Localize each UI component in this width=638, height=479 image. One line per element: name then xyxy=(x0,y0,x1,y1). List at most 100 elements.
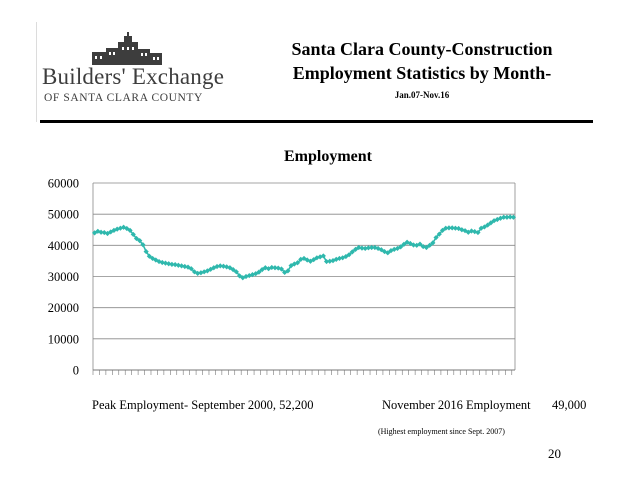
data-point xyxy=(449,225,455,231)
data-point xyxy=(175,262,181,268)
data-point xyxy=(481,224,487,230)
data-point xyxy=(494,216,500,223)
logo-text: Builders' Exchange xyxy=(42,64,225,89)
data-point xyxy=(414,242,420,248)
data-point xyxy=(439,227,446,233)
data-point xyxy=(92,230,98,236)
data-point xyxy=(146,253,152,259)
y-tick-label: 10000 xyxy=(48,332,79,346)
data-point xyxy=(323,258,330,265)
data-point xyxy=(101,229,107,236)
slide-title-line2: Employment Statistics by Month- xyxy=(292,63,552,83)
data-point xyxy=(456,225,462,232)
data-point xyxy=(204,268,210,274)
data-point xyxy=(195,270,201,276)
data-point xyxy=(217,263,223,269)
data-point xyxy=(488,220,494,226)
data-point xyxy=(417,241,423,247)
data-point xyxy=(201,269,207,275)
current-employment-label: November 2016 Employment xyxy=(382,398,531,412)
data-point xyxy=(407,240,413,247)
data-point xyxy=(130,231,136,238)
data-point xyxy=(133,235,140,242)
data-point xyxy=(230,267,236,273)
header-divider xyxy=(40,120,593,123)
data-point xyxy=(459,227,465,233)
data-point xyxy=(497,215,504,221)
logo-divider xyxy=(36,22,37,122)
data-point xyxy=(420,243,426,250)
data-point xyxy=(185,264,191,270)
data-point xyxy=(369,244,375,251)
data-point xyxy=(169,261,175,267)
data-point xyxy=(349,249,355,255)
current-employment-value: 49,000 xyxy=(552,398,587,412)
data-point xyxy=(269,264,275,271)
logo-subtext: OF SANTA CLARA COUNTY xyxy=(44,92,203,104)
data-point xyxy=(452,225,459,231)
builders-exchange-logo xyxy=(92,32,162,65)
data-point xyxy=(468,228,475,234)
data-point xyxy=(446,225,452,231)
highest-since-note: (Highest employment since Sept. 2007) xyxy=(378,427,505,436)
data-point xyxy=(278,266,285,272)
data-point xyxy=(504,214,510,220)
data-point xyxy=(433,234,439,241)
data-point xyxy=(294,260,301,266)
data-point xyxy=(240,275,246,281)
data-point xyxy=(220,263,227,269)
y-tick-label: 50000 xyxy=(48,208,79,222)
data-point xyxy=(427,242,433,248)
data-point xyxy=(410,242,417,248)
data-point xyxy=(472,229,478,235)
data-point xyxy=(188,266,194,272)
data-point xyxy=(423,244,430,251)
data-point xyxy=(272,265,278,271)
y-tick-label: 60000 xyxy=(48,177,79,191)
data-point xyxy=(436,231,442,237)
series-line xyxy=(94,216,514,279)
data-point xyxy=(233,269,239,275)
data-point xyxy=(478,225,484,231)
y-tick-label: 40000 xyxy=(48,239,79,253)
data-point xyxy=(485,222,491,228)
data-point xyxy=(462,228,468,234)
data-point xyxy=(365,245,372,251)
data-point xyxy=(475,229,481,236)
data-point xyxy=(198,270,204,276)
data-point xyxy=(359,245,365,251)
data-point xyxy=(443,225,449,231)
data-point xyxy=(98,229,104,235)
data-point xyxy=(95,228,101,234)
data-point xyxy=(211,265,217,271)
data-point xyxy=(159,259,165,266)
data-point xyxy=(398,244,404,250)
data-point xyxy=(156,258,162,265)
data-point xyxy=(137,238,143,244)
date-range: Jan.07-Nov.16 xyxy=(394,90,450,100)
data-point xyxy=(401,241,407,247)
y-tick-label: 20000 xyxy=(48,301,79,315)
data-point xyxy=(320,253,326,259)
data-point xyxy=(385,250,391,256)
data-point xyxy=(491,218,497,224)
data-point xyxy=(104,230,111,237)
y-tick-label: 30000 xyxy=(48,270,79,284)
chart-title: Employment xyxy=(284,148,372,165)
data-point xyxy=(256,269,262,275)
data-point xyxy=(178,263,185,269)
data-point xyxy=(143,248,149,255)
data-point xyxy=(430,240,436,246)
page-number: 20 xyxy=(548,446,561,461)
data-point xyxy=(510,214,516,220)
data-point xyxy=(153,257,159,263)
data-point xyxy=(507,214,513,220)
data-point xyxy=(465,229,471,235)
data-point xyxy=(127,227,133,233)
data-point xyxy=(285,268,291,274)
data-point xyxy=(140,242,146,248)
data-point xyxy=(501,214,507,220)
data-point xyxy=(346,252,352,258)
peak-employment-note: Peak Employment- September 2000, 52,200 xyxy=(92,398,314,412)
